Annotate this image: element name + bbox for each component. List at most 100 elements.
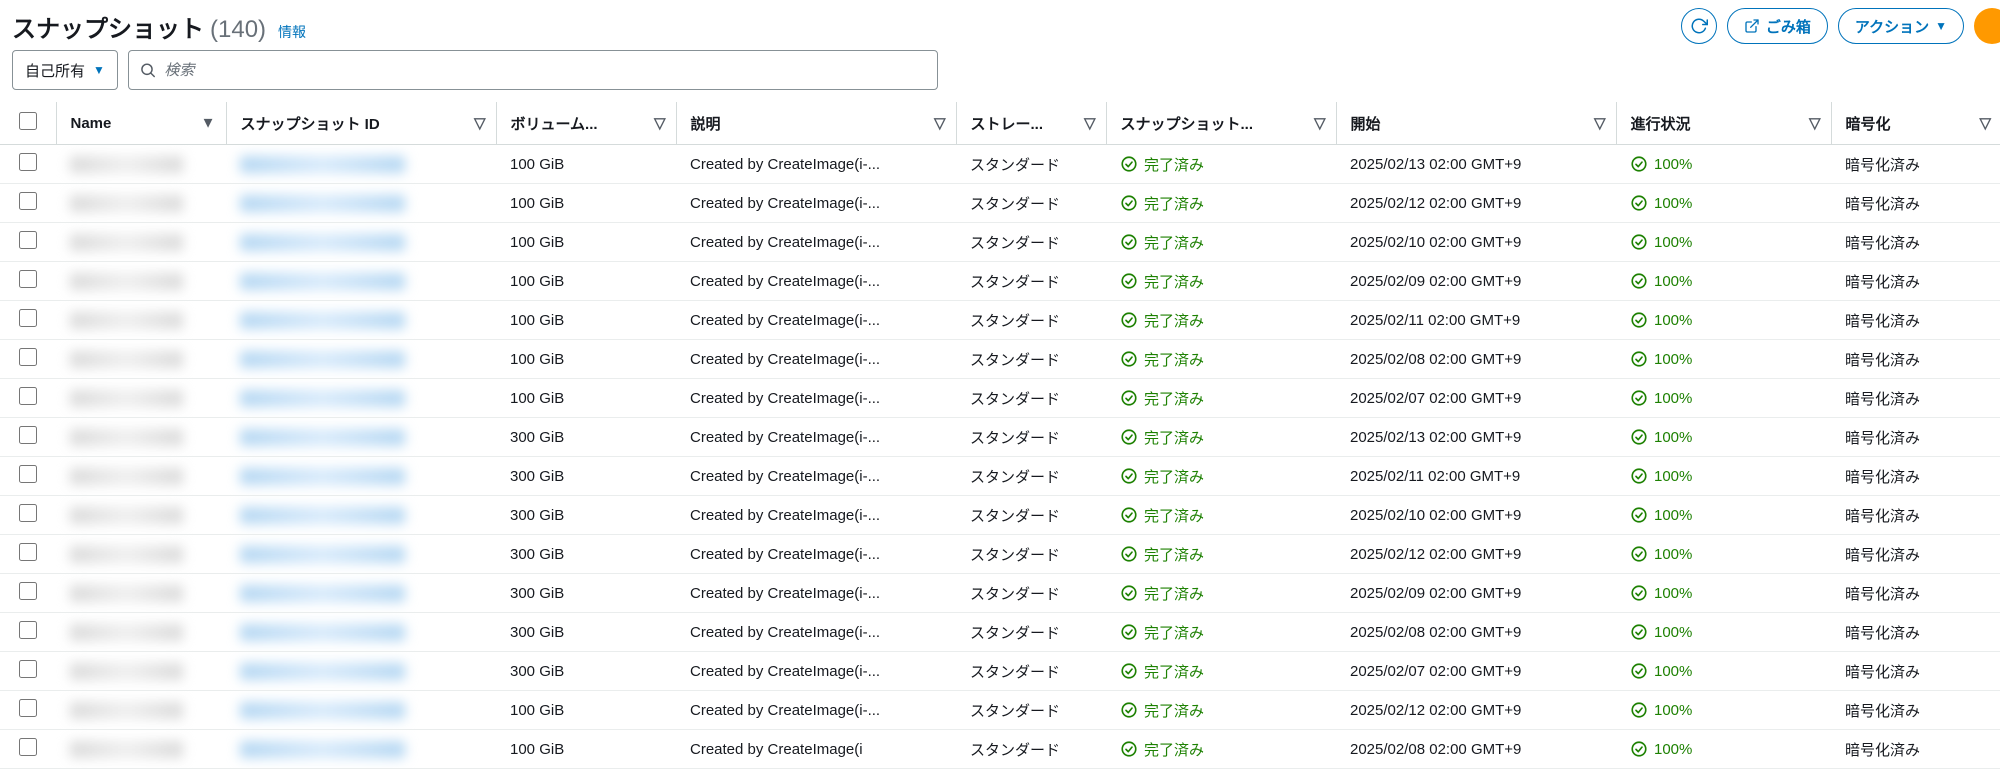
col-volume-label: ボリューム... [511, 116, 598, 133]
cell-name: xxxxxxxxxxxxxxx [56, 496, 226, 535]
redacted-snapshot-id: snap-xxxxxxxxxxxxxxxxx [240, 156, 405, 173]
cell-snapshot-id[interactable]: snap-xxxxxxxxxxxxxxxxx [226, 184, 496, 223]
cell-snapshot-id[interactable]: snap-xxxxxxxxxxxxxxxxx [226, 613, 496, 652]
search-input[interactable] [164, 62, 927, 79]
table-row[interactable]: xxxxxxxxxxxxxxxsnap-xxxxxxxxxxxxxxxxx100… [0, 301, 2000, 340]
cell-volume: 300 GiB [496, 574, 676, 613]
filter-icon[interactable]: ▽ [1594, 114, 1606, 132]
col-volume[interactable]: ボリューム... ▽ [496, 102, 676, 145]
refresh-button[interactable] [1681, 8, 1717, 44]
col-progress[interactable]: 進行状況 ▽ [1616, 102, 1831, 145]
cell-snapshot-id[interactable]: snap-xxxxxxxxxxxxxxxxx [226, 262, 496, 301]
search-box[interactable] [128, 50, 938, 90]
row-checkbox[interactable] [19, 543, 37, 561]
row-checkbox[interactable] [19, 309, 37, 327]
row-checkbox[interactable] [19, 504, 37, 522]
redacted-snapshot-id: snap-xxxxxxxxxxxxxxxxx [240, 390, 405, 407]
cell-snapshot-id[interactable]: snap-xxxxxxxxxxxxxxxxx [226, 457, 496, 496]
redacted-name: xxxxxxxxxxxxxxx [70, 312, 183, 329]
table-row[interactable]: xxxxxxxxxxxxxxxsnap-xxxxxxxxxxxxxxxxx300… [0, 652, 2000, 691]
col-encryption[interactable]: 暗号化 ▽ [1831, 102, 2000, 145]
col-snapshot-status[interactable]: スナップショット... ▽ [1106, 102, 1336, 145]
cell-snapshot-id[interactable]: snap-xxxxxxxxxxxxxxxxx [226, 652, 496, 691]
cell-snapshot-id[interactable]: snap-xxxxxxxxxxxxxxxxx [226, 574, 496, 613]
cell-snapshot-id[interactable]: snap-xxxxxxxxxxxxxxxxx [226, 418, 496, 457]
table-row[interactable]: xxxxxxxxxxxxxxxsnap-xxxxxxxxxxxxxxxxx300… [0, 613, 2000, 652]
cell-snapshot-id[interactable]: snap-xxxxxxxxxxxxxxxxx [226, 691, 496, 730]
cell-snapshot-id[interactable]: snap-xxxxxxxxxxxxxxxxx [226, 379, 496, 418]
table-row[interactable]: xxxxxxxxxxxxxxxsnap-xxxxxxxxxxxxxxxxx300… [0, 574, 2000, 613]
table-row[interactable]: xxxxxxxxxxxxxxxsnap-xxxxxxxxxxxxxxxxx100… [0, 340, 2000, 379]
col-snapshot-id-label: スナップショット ID [241, 116, 380, 133]
filter-icon[interactable]: ▽ [1809, 114, 1821, 132]
col-start[interactable]: 開始 ▽ [1336, 102, 1616, 145]
table-row[interactable]: xxxxxxxxxxxxxxxsnap-xxxxxxxxxxxxxxxxx100… [0, 730, 2000, 769]
row-checkbox[interactable] [19, 660, 37, 678]
row-checkbox[interactable] [19, 738, 37, 756]
status-completed: 完了済み [1120, 388, 1328, 409]
avatar[interactable] [1974, 8, 2000, 44]
filter-icon[interactable]: ▽ [934, 114, 946, 132]
row-checkbox[interactable] [19, 231, 37, 249]
cell-volume: 100 GiB [496, 691, 676, 730]
cell-start: 2025/02/11 02:00 GMT+9 [1336, 301, 1616, 340]
row-checkbox[interactable] [19, 387, 37, 405]
cell-start: 2025/02/09 02:00 GMT+9 [1336, 574, 1616, 613]
cell-description: Created by CreateImage(i-... [676, 574, 956, 613]
filter-icon[interactable]: ▽ [1314, 114, 1326, 132]
filter-icon[interactable]: ▽ [654, 114, 666, 132]
owner-filter-select[interactable]: 自己所有 ▼ [12, 50, 118, 90]
cell-snapshot-id[interactable]: snap-xxxxxxxxxxxxxxxxx [226, 730, 496, 769]
row-checkbox[interactable] [19, 699, 37, 717]
table-row[interactable]: xxxxxxxxxxxxxxxsnap-xxxxxxxxxxxxxxxxx100… [0, 184, 2000, 223]
header-actions: ごみ箱 アクション ▼ [1681, 8, 1988, 44]
table-row[interactable]: xxxxxxxxxxxxxxxsnap-xxxxxxxxxxxxxxxxx100… [0, 262, 2000, 301]
table-row[interactable]: xxxxxxxxxxxxxxxsnap-xxxxxxxxxxxxxxxxx300… [0, 535, 2000, 574]
col-name[interactable]: Name ▼ [56, 102, 226, 145]
sort-icon[interactable]: ▼ [201, 115, 216, 132]
cell-snapshot-id[interactable]: snap-xxxxxxxxxxxxxxxxx [226, 340, 496, 379]
row-checkbox[interactable] [19, 582, 37, 600]
col-storage-label: ストレー... [971, 116, 1044, 133]
row-checkbox[interactable] [19, 426, 37, 444]
cell-snapshot-id[interactable]: snap-xxxxxxxxxxxxxxxxx [226, 301, 496, 340]
table-row[interactable]: xxxxxxxxxxxxxxxsnap-xxxxxxxxxxxxxxxxx300… [0, 496, 2000, 535]
actions-button[interactable]: アクション ▼ [1838, 8, 1964, 44]
select-all-checkbox[interactable] [19, 112, 37, 130]
filter-icon[interactable]: ▽ [1084, 114, 1096, 132]
owner-filter-label: 自己所有 [25, 60, 85, 81]
table-row[interactable]: xxxxxxxxxxxxxxxsnap-xxxxxxxxxxxxxxxxx100… [0, 379, 2000, 418]
cell-encryption: 暗号化済み [1831, 301, 2000, 340]
col-snapshot-id[interactable]: スナップショット ID ▽ [226, 102, 496, 145]
row-checkbox[interactable] [19, 192, 37, 210]
progress-label: 100% [1654, 234, 1692, 251]
cell-snapshot-id[interactable]: snap-xxxxxxxxxxxxxxxxx [226, 223, 496, 262]
filter-icon[interactable]: ▽ [474, 114, 486, 132]
col-storage[interactable]: ストレー... ▽ [956, 102, 1106, 145]
cell-snapshot-id[interactable]: snap-xxxxxxxxxxxxxxxxx [226, 535, 496, 574]
row-checkbox[interactable] [19, 621, 37, 639]
table-row[interactable]: xxxxxxxxxxxxxxxsnap-xxxxxxxxxxxxxxxxx100… [0, 223, 2000, 262]
cell-progress: 100% [1616, 730, 1831, 769]
row-checkbox[interactable] [19, 153, 37, 171]
progress-100: 100% [1630, 545, 1823, 563]
cell-start: 2025/02/08 02:00 GMT+9 [1336, 340, 1616, 379]
row-checkbox[interactable] [19, 465, 37, 483]
cell-snapshot-id[interactable]: snap-xxxxxxxxxxxxxxxxx [226, 145, 496, 184]
filter-icon[interactable]: ▽ [1979, 114, 1991, 132]
table-row[interactable]: xxxxxxxxxxxxxxxsnap-xxxxxxxxxxxxxxxxx100… [0, 691, 2000, 730]
info-link[interactable]: 情報 [278, 22, 306, 42]
cell-snapshot-id[interactable]: snap-xxxxxxxxxxxxxxxxx [226, 496, 496, 535]
row-checkbox[interactable] [19, 270, 37, 288]
cell-encryption: 暗号化済み [1831, 652, 2000, 691]
row-checkbox[interactable] [19, 348, 37, 366]
status-label: 完了済み [1144, 583, 1204, 604]
col-description[interactable]: 説明 ▽ [676, 102, 956, 145]
cell-description: Created by CreateImage(i-... [676, 613, 956, 652]
cell-status: 完了済み [1106, 262, 1336, 301]
table-row[interactable]: xxxxxxxxxxxxxxxsnap-xxxxxxxxxxxxxxxxx300… [0, 418, 2000, 457]
table-row[interactable]: xxxxxxxxxxxxxxxsnap-xxxxxxxxxxxxxxxxx300… [0, 457, 2000, 496]
recycle-bin-button[interactable]: ごみ箱 [1727, 8, 1828, 44]
table-row[interactable]: xxxxxxxxxxxxxxxsnap-xxxxxxxxxxxxxxxxx100… [0, 145, 2000, 184]
filter-controls: 自己所有 ▼ [0, 50, 2000, 102]
